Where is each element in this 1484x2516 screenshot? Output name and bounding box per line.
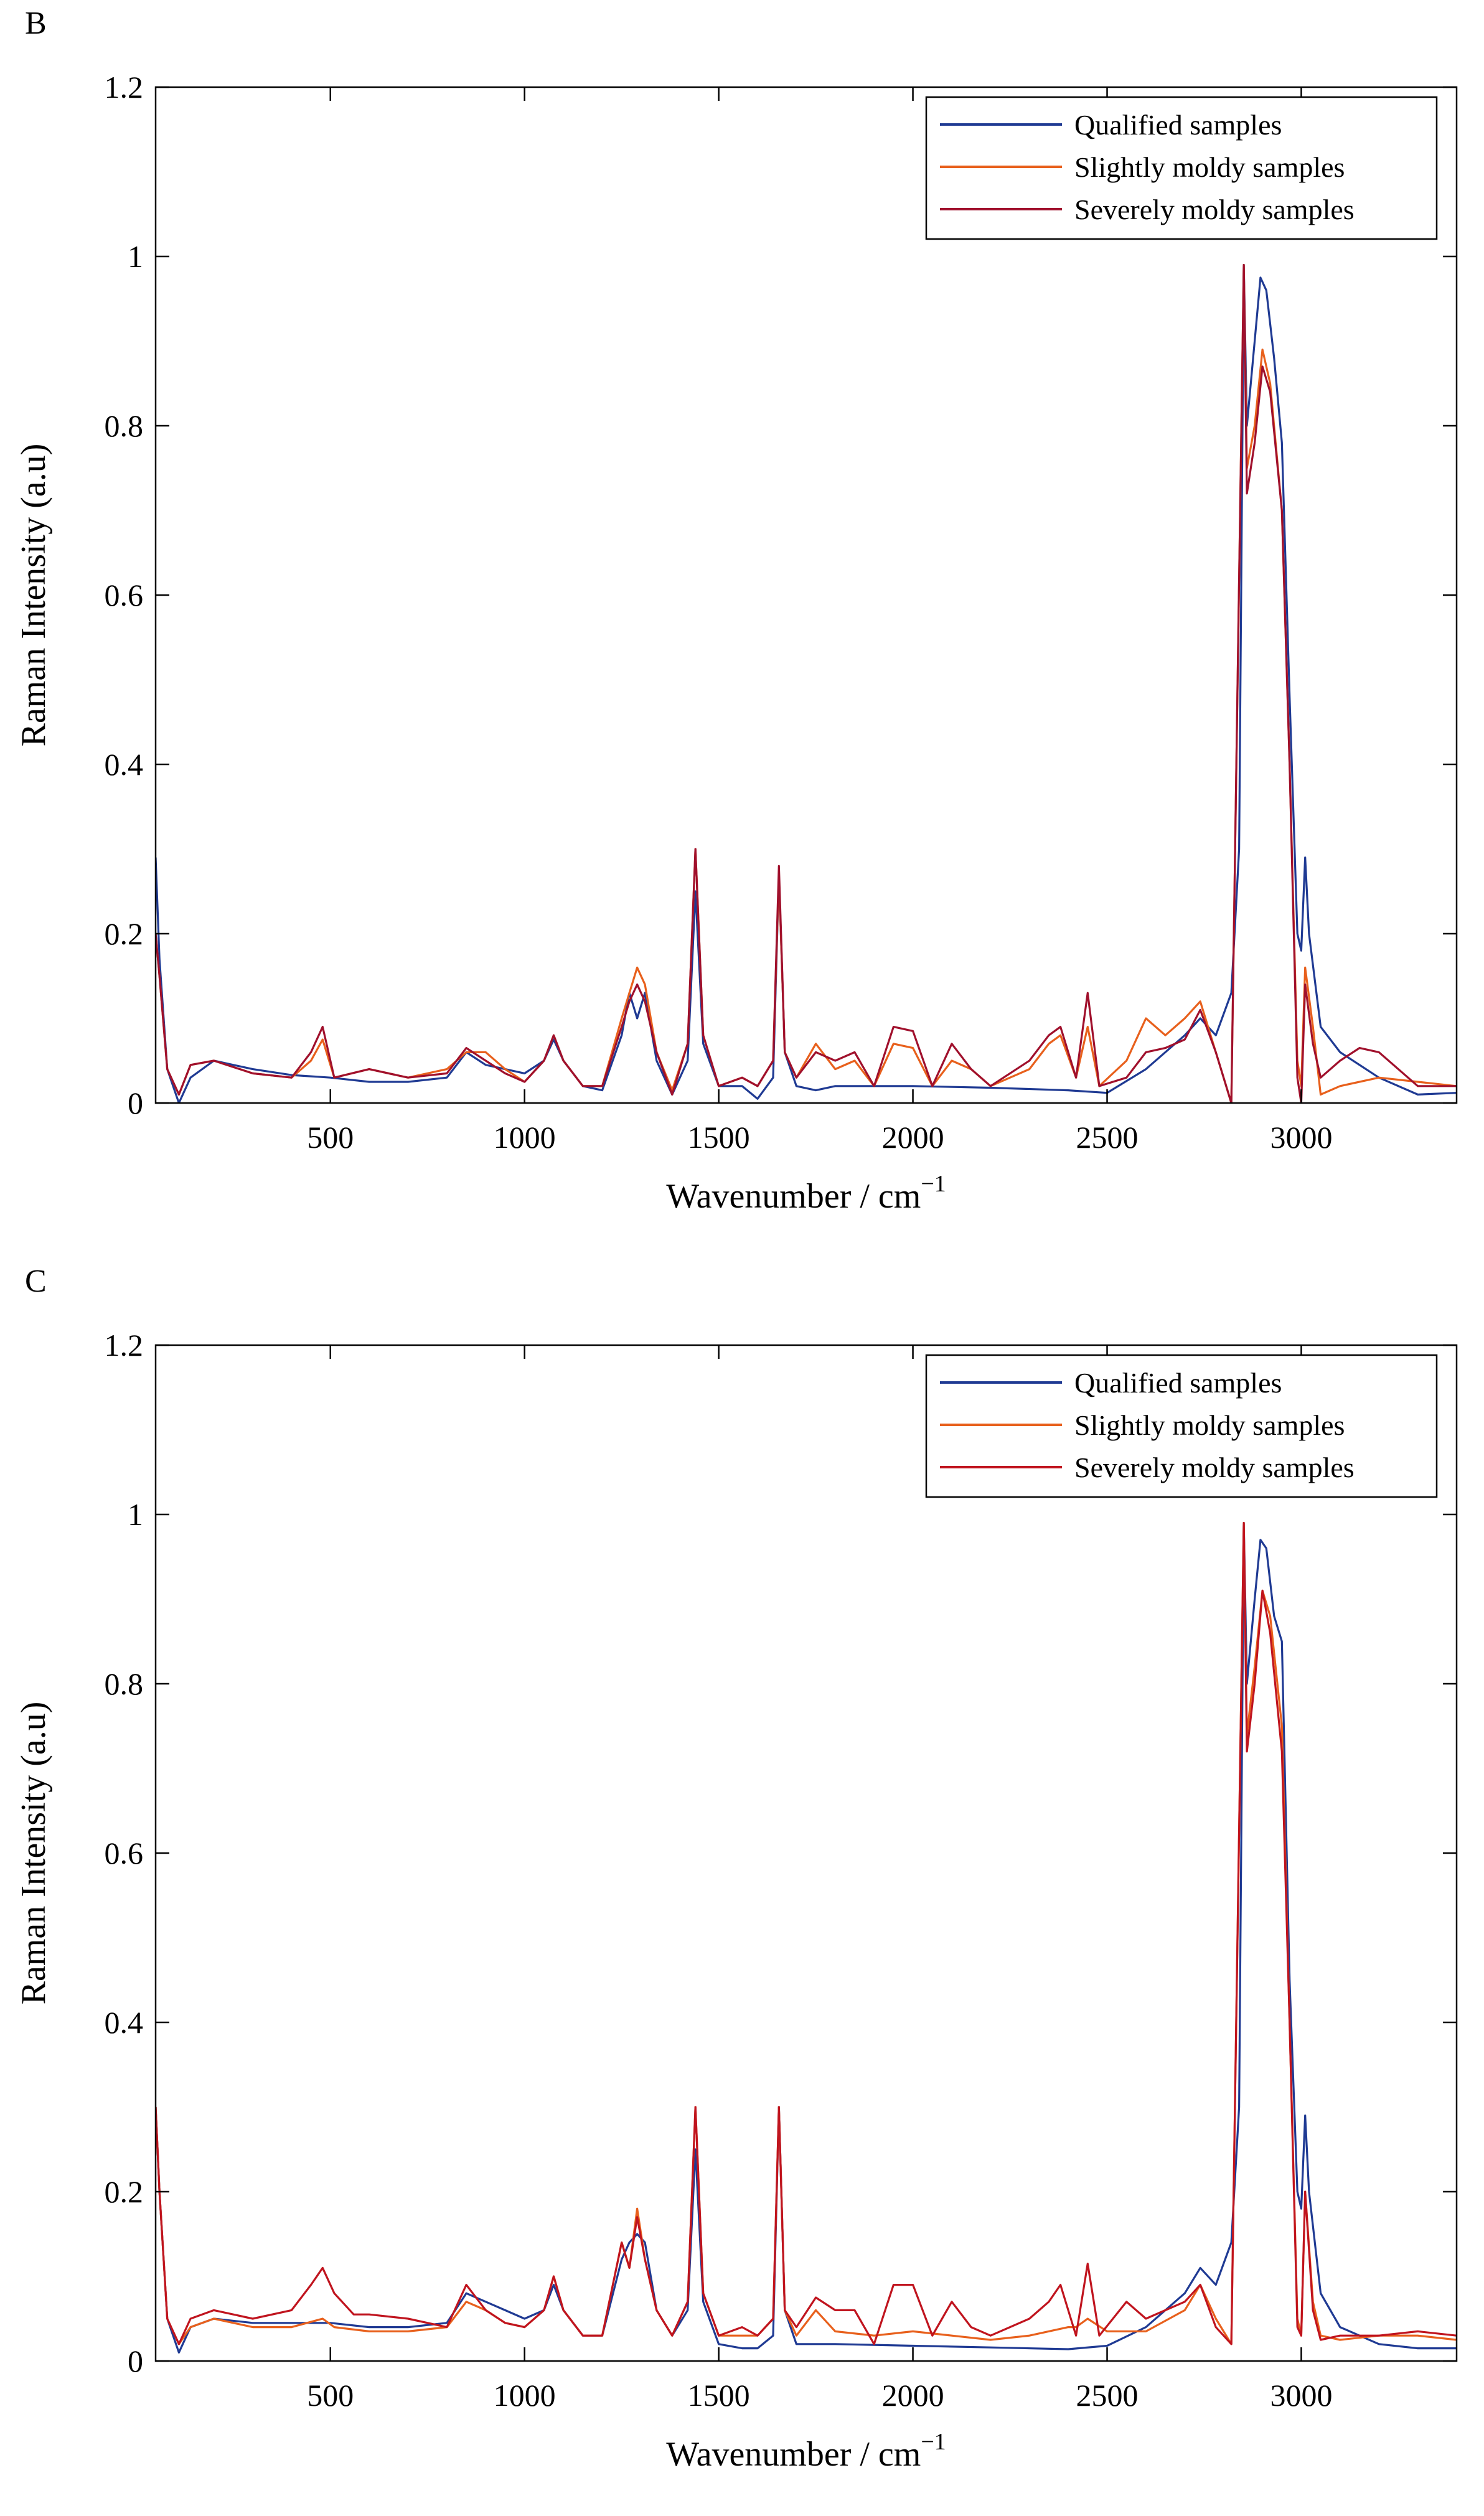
x-tick-label: 2000 <box>882 2378 944 2413</box>
series-line-3 <box>156 1522 1457 2345</box>
y-tick-label: 1 <box>128 239 143 274</box>
panel-label: B <box>25 6 47 41</box>
chart-b: 500 1000 1500 2000 2500 3000 0 0.2 0.4 0.6 0.8 1 1.2… <box>14 70 1458 1216</box>
y-tick-label: 0 <box>128 2344 143 2378</box>
chart-panel-b: B 500 1000 1500 2000 2500 3000 0 0.2 0.4 0.6 0.8 1 1… <box>14 6 1458 1216</box>
y-tick-label: 0.6 <box>105 578 144 613</box>
x-tick-label: 2500 <box>1076 1120 1139 1155</box>
chart-c: 500 1000 1500 2000 2500 3000 0 0.2 0.4 0.6 0.8 1 1.2… <box>14 1328 1458 2474</box>
y-axis-title: Raman Intensity (a.u) <box>14 1702 53 2005</box>
series-line-2 <box>156 1522 1457 2345</box>
y-tick-label: 0.2 <box>105 916 144 951</box>
x-tick-label: 500 <box>307 2378 354 2413</box>
x-tick-label: 3000 <box>1270 1120 1332 1155</box>
x-axis-title-superscript: −1 <box>921 2429 946 2455</box>
legend-label-1: Qualified samples <box>1074 109 1282 141</box>
series-line-1 <box>156 1522 1457 2354</box>
x-axis-title: Wavenumber / cm−1 <box>666 2429 946 2474</box>
series-line-2 <box>156 264 1457 1103</box>
x-axis-title-main: Wavenumber / cm <box>666 1177 921 1216</box>
y-tick-label: 0.6 <box>105 1836 144 1871</box>
x-axis-title-main: Wavenumber / cm <box>666 2435 921 2474</box>
y-tick-label: 1 <box>128 1497 143 1532</box>
y-tick-label: 0.4 <box>105 747 144 782</box>
legend: Qualified samples Slightly moldy samples S… <box>925 1354 1438 1498</box>
y-tick-label: 0.8 <box>105 408 144 443</box>
x-axis-title-superscript: −1 <box>921 1171 946 1197</box>
legend-label-3: Severely moldy samples <box>1074 1452 1355 1483</box>
y-tick-label: 1.2 <box>105 1328 144 1363</box>
x-tick-label: 1000 <box>494 2378 556 2413</box>
x-axis-title: Wavenumber / cm−1 <box>666 1171 946 1216</box>
legend-label-3: Severely moldy samples <box>1074 194 1355 225</box>
x-tick-label: 2500 <box>1076 2378 1139 2413</box>
x-tick-label: 1500 <box>688 1120 750 1155</box>
legend-label-2: Slightly moldy samples <box>1074 151 1345 183</box>
y-tick-label: 0.4 <box>105 2005 144 2040</box>
legend-label-2: Slightly moldy samples <box>1074 1409 1345 1441</box>
series-line-1 <box>156 264 1457 1103</box>
chart-panel-c: C 500 1000 1500 2000 2500 3000 0 0.2 0.4 0.6 0.8 1 1… <box>0 1258 1484 2516</box>
y-tick-label: 1.2 <box>105 70 144 105</box>
x-tick-label: 1500 <box>688 2378 750 2413</box>
legend: Qualified samples Slightly moldy samples S… <box>925 96 1438 240</box>
x-tick-label: 1000 <box>494 1120 556 1155</box>
x-tick-label: 500 <box>307 1120 354 1155</box>
y-axis-title: Raman Intensity (a.u) <box>14 444 53 747</box>
series-line-3 <box>156 264 1457 1103</box>
x-tick-label: 3000 <box>1270 2378 1332 2413</box>
panel-label: C <box>25 1264 47 1299</box>
y-tick-label: 0.2 <box>105 2174 144 2209</box>
y-tick-label: 0.8 <box>105 1666 144 1701</box>
y-tick-label: 0 <box>128 1086 143 1120</box>
x-tick-label: 2000 <box>882 1120 944 1155</box>
legend-label-1: Qualified samples <box>1074 1367 1282 1399</box>
